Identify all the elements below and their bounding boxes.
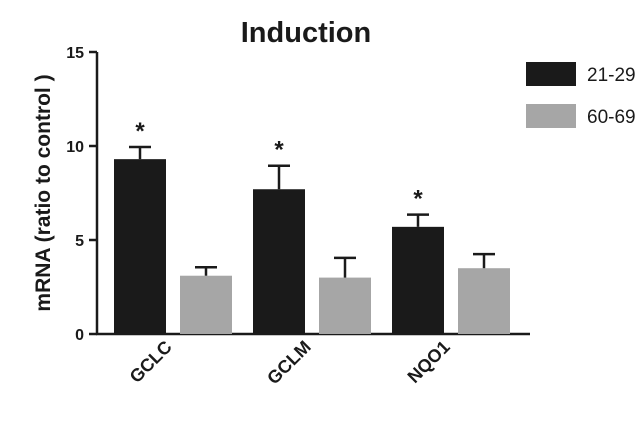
significance-marker: * (274, 137, 284, 164)
legend-swatch (526, 62, 576, 86)
axes: 0 5 10 15 (66, 45, 530, 344)
y-tick-label: 10 (66, 139, 84, 156)
significance-marker: * (413, 186, 423, 213)
bars: * GCLC * GCLM * NQO1 (114, 118, 510, 388)
y-axis-label: mRNA (ratio to control ) (32, 74, 55, 311)
legend-swatch (526, 104, 576, 128)
bar (392, 226, 444, 334)
y-tick-label: 15 (66, 45, 84, 62)
bar (114, 159, 166, 334)
chart-title: Induction (241, 17, 371, 49)
bar (458, 268, 510, 334)
bar (180, 275, 232, 334)
bar (253, 189, 305, 334)
legend-label: 21-29 (587, 65, 635, 86)
significance-marker: * (135, 118, 145, 145)
y-tick-label: 5 (75, 233, 84, 250)
legend-label: 60-69 (587, 107, 635, 128)
legend: 21-29 60-69 (526, 62, 635, 128)
category-label: GCLC (126, 337, 176, 387)
y-tick-label: 0 (75, 327, 84, 344)
category-label: GCLM (263, 337, 315, 389)
bar (319, 277, 371, 334)
category-label: NQO1 (404, 337, 454, 387)
